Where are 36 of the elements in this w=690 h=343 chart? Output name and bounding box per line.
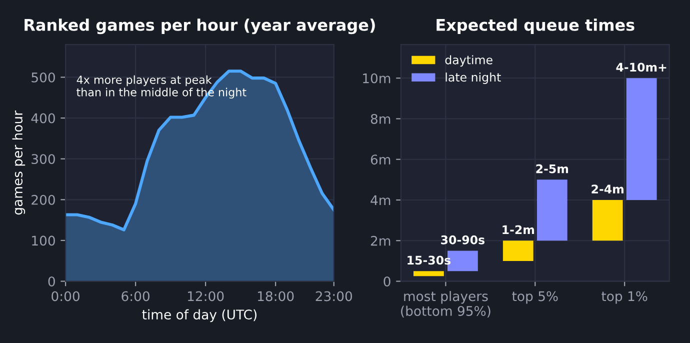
x-tick-label: 18:00 bbox=[258, 291, 294, 302]
x-tick-label: top 5% bbox=[512, 291, 558, 304]
data-label: 30-90s bbox=[441, 235, 485, 244]
bar bbox=[413, 271, 444, 276]
y-tick-label: 200 bbox=[32, 194, 55, 205]
y-tick-label: 500 bbox=[32, 72, 55, 82]
x-tick-label: top 1% bbox=[602, 291, 648, 304]
data-label: 2-4m bbox=[592, 184, 624, 194]
y-tick-label: 0 bbox=[384, 276, 390, 286]
data-label: 4-10m+ bbox=[616, 62, 666, 72]
y-axis-title: games per hour bbox=[12, 110, 26, 215]
y-tick-label: 10m bbox=[363, 73, 390, 84]
y-tick-label: 400 bbox=[31, 113, 55, 124]
y-tick-label: 6m bbox=[370, 154, 390, 165]
y-tick-label: 300 bbox=[32, 154, 55, 164]
legend-label: daytime bbox=[445, 55, 492, 67]
x-tick-label: 12:00 bbox=[188, 291, 224, 302]
x-axis-title: time of day (UTC) bbox=[142, 309, 256, 322]
data-label: 2-5m bbox=[536, 164, 568, 174]
bar bbox=[592, 200, 623, 241]
data-label: 1-2m bbox=[502, 225, 534, 234]
y-tick-label: 2m bbox=[370, 236, 390, 246]
legend-label: late night bbox=[446, 72, 501, 84]
x-tick-label: 6:00 bbox=[122, 291, 150, 302]
x-tick-label: 23:00 bbox=[316, 291, 352, 302]
bar bbox=[536, 180, 568, 241]
chart-title: Expected queue times bbox=[436, 18, 634, 34]
chart-title: Ranked games per hour (year average) bbox=[24, 18, 375, 34]
bar bbox=[626, 78, 657, 200]
y-tick-label: 100 bbox=[32, 236, 55, 246]
y-tick-label: 4m bbox=[370, 195, 390, 206]
bar bbox=[502, 240, 534, 261]
x-tick-label: 0:00 bbox=[52, 291, 80, 302]
y-tick-label: 0 bbox=[48, 276, 55, 286]
y-tick-label: 8m bbox=[370, 114, 390, 124]
x-tick-label: most players (bottom 95%) bbox=[401, 290, 490, 318]
